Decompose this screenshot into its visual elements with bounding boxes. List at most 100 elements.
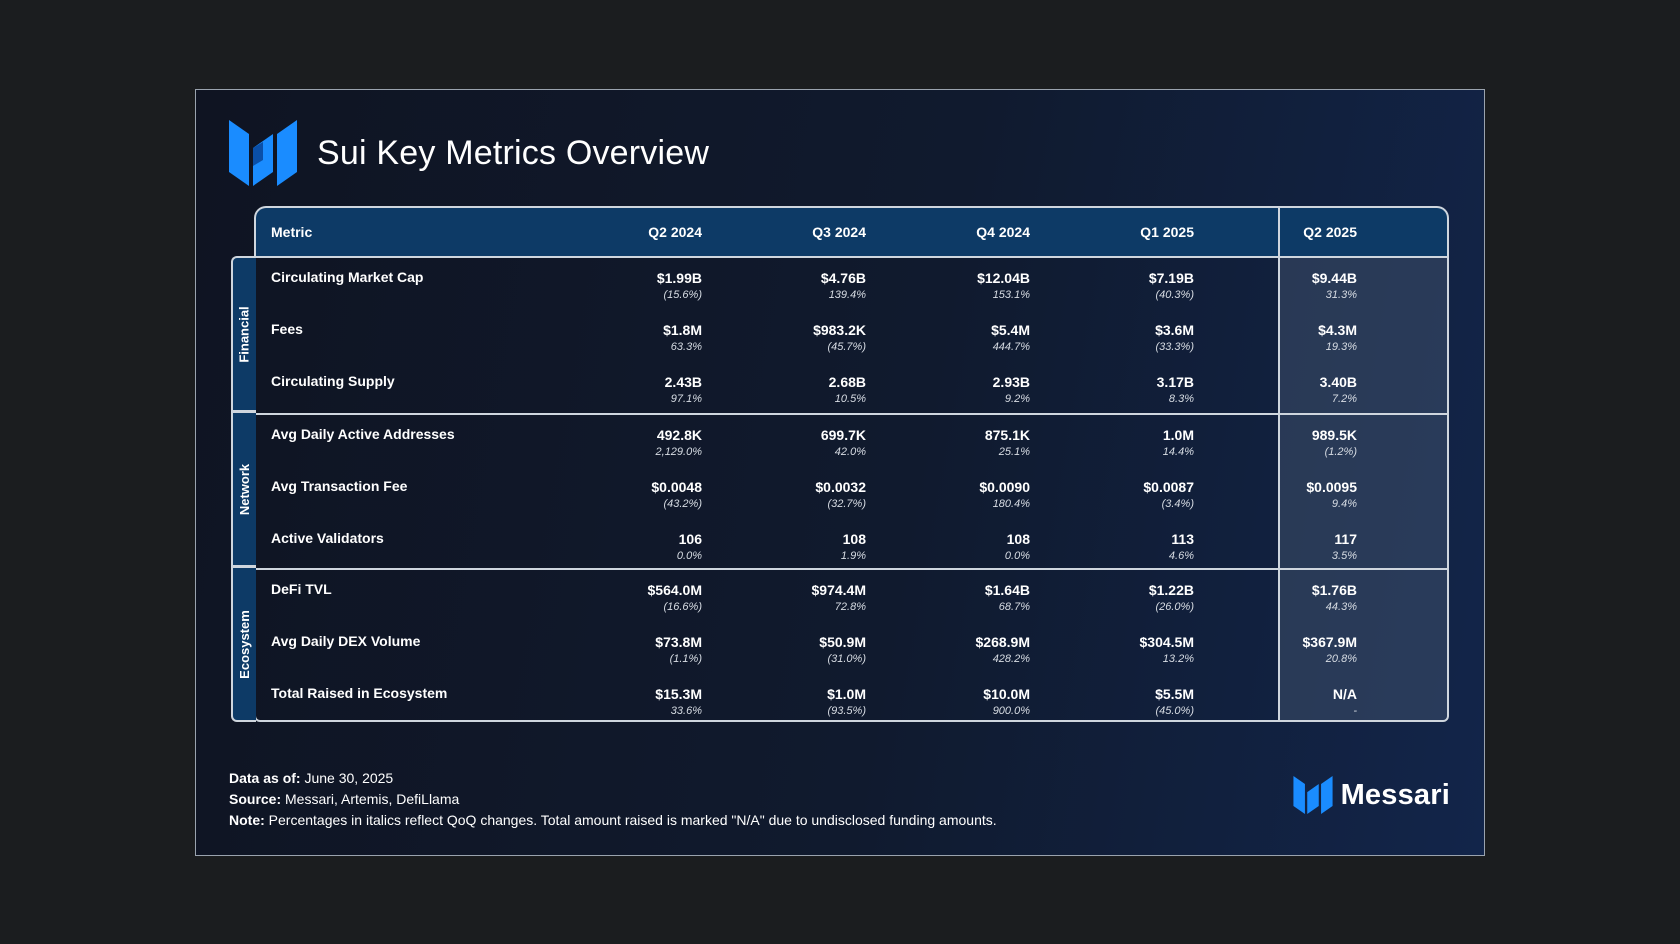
cell-value: $564.0M <box>647 582 702 598</box>
cell-value: $1.8M <box>663 322 702 338</box>
cell-value: $7.19B <box>1148 270 1194 286</box>
cell-value: $0.0095 <box>1306 479 1357 495</box>
cell-value: $0.0090 <box>979 479 1030 495</box>
highlight-column <box>1278 258 1447 720</box>
table-row: Fees $1.8M 63.3% $983.2K (45.7%) $5.4M 444.7% $… <box>256 310 1447 362</box>
cell-value: $50.9M <box>819 634 866 650</box>
cell-value: $1.64B <box>984 582 1030 598</box>
table-cell: $974.4M 72.8% <box>726 581 866 615</box>
table-cell: N/A - <box>1217 685 1357 719</box>
group-label-text: Ecosystem <box>237 609 252 679</box>
cell-value: $0.0087 <box>1143 479 1194 495</box>
table-body: Circulating Market Cap $1.99B (15.6%) $4.76… <box>254 256 1449 722</box>
source-line: Source: Messari, Artemis, DefiLlama <box>229 791 460 807</box>
group-label-network: Network <box>231 411 256 567</box>
group-network: Avg Daily Active Addresses 492.8K 2,129.0%… <box>256 413 1447 568</box>
cell-qoq-change: 42.0% <box>834 446 866 458</box>
table-cell: 108 0.0% <box>890 530 1030 564</box>
cell-qoq-change: 31.3% <box>1325 289 1357 301</box>
table-cell: 2.93B 9.2% <box>890 373 1030 407</box>
cell-value: 2.93B <box>992 374 1030 390</box>
cell-value: $1.0M <box>827 686 866 702</box>
table-cell: 117 3.5% <box>1217 530 1357 564</box>
note-line: Note: Percentages in italics reflect QoQ… <box>229 812 997 828</box>
table-cell: $73.8M (1.1%) <box>562 633 702 667</box>
cell-qoq-change: (1.1%) <box>669 653 702 665</box>
cell-qoq-change: 13.2% <box>1162 653 1194 665</box>
cell-value: 492.8K <box>656 427 702 443</box>
table-cell: $4.76B 139.4% <box>726 269 866 303</box>
table-header: Metric Q2 2024 Q3 2024 Q4 2024 Q1 2025 Q… <box>254 206 1449 256</box>
cell-value: $367.9M <box>1302 634 1357 650</box>
table-cell: $304.5M 13.2% <box>1054 633 1194 667</box>
cell-qoq-change: 0.0% <box>1004 550 1030 562</box>
messari-brand-icon <box>1293 776 1333 814</box>
cell-value: $5.4M <box>991 322 1030 338</box>
cell-qoq-change: 72.8% <box>834 601 866 613</box>
cell-value: $3.6M <box>1155 322 1194 338</box>
cell-value: $0.0032 <box>815 479 866 495</box>
data-as-of: Data as of: June 30, 2025 <box>229 770 394 786</box>
cell-value: 875.1K <box>984 427 1030 443</box>
messari-logo-icon <box>229 120 297 186</box>
table-cell: 2.43B 97.1% <box>562 373 702 407</box>
table-cell: $7.19B (40.3%) <box>1054 269 1194 303</box>
cell-value: 2.68B <box>828 374 866 390</box>
cell-qoq-change: 139.4% <box>828 289 866 301</box>
group-label-text: Network <box>237 463 253 515</box>
cell-value: $1.76B <box>1311 582 1357 598</box>
cell-qoq-change: 68.7% <box>998 601 1030 613</box>
metrics-table: Metric Q2 2024 Q3 2024 Q4 2024 Q1 2025 Q… <box>231 206 1449 722</box>
table-cell: $564.0M (16.6%) <box>562 581 702 615</box>
cell-qoq-change: 14.4% <box>1162 446 1194 458</box>
table-cell: $1.64B 68.7% <box>890 581 1030 615</box>
table-cell: $50.9M (31.0%) <box>726 633 866 667</box>
cell-qoq-change: 63.3% <box>670 341 702 353</box>
cell-value: $10.0M <box>983 686 1030 702</box>
metric-name: Circulating Market Cap <box>271 269 424 285</box>
column-header-q3-2024: Q3 2024 <box>812 224 866 240</box>
table-cell: 492.8K 2,129.0% <box>562 426 702 460</box>
cell-qoq-change: 7.2% <box>1331 393 1357 405</box>
cell-qoq-change: (26.0%) <box>1155 601 1194 613</box>
table-cell: $1.76B 44.3% <box>1217 581 1357 615</box>
cell-qoq-change: (31.0%) <box>827 653 866 665</box>
column-header-q1-2025: Q1 2025 <box>1140 224 1194 240</box>
group-label-financial: Financial <box>231 256 256 412</box>
cell-value: $5.5M <box>1155 686 1194 702</box>
cell-value: 3.40B <box>1319 374 1357 390</box>
table-cell: $0.0090 180.4% <box>890 478 1030 512</box>
cell-value: 1.0M <box>1162 427 1194 443</box>
cell-value: $9.44B <box>1311 270 1357 286</box>
table-cell: 3.17B 8.3% <box>1054 373 1194 407</box>
header: Sui Key Metrics Overview <box>229 119 709 187</box>
table-cell: $10.0M 900.0% <box>890 685 1030 719</box>
table-cell: $4.3M 19.3% <box>1217 321 1357 355</box>
table-cell: 1.0M 14.4% <box>1054 426 1194 460</box>
column-header-q4-2024: Q4 2024 <box>976 224 1030 240</box>
metric-name: Active Validators <box>271 530 384 546</box>
metric-name: Total Raised in Ecosystem <box>271 685 448 701</box>
table-cell: $1.22B (26.0%) <box>1054 581 1194 615</box>
cell-qoq-change: 0.0% <box>676 550 702 562</box>
table-cell: $983.2K (45.7%) <box>726 321 866 355</box>
table-cell: $1.99B (15.6%) <box>562 269 702 303</box>
cell-qoq-change: (3.4%) <box>1161 498 1194 510</box>
cell-qoq-change: (16.6%) <box>663 601 702 613</box>
cell-qoq-change: (32.7%) <box>827 498 866 510</box>
table-cell: 113 4.6% <box>1054 530 1194 564</box>
column-header-metric: Metric <box>271 224 313 240</box>
table-row: Active Validators 106 0.0% 108 1.9% 108 0.0% 11… <box>256 519 1447 571</box>
metrics-card: Sui Key Metrics Overview Metric Q2 2024 … <box>195 89 1485 856</box>
cell-qoq-change: 2,129.0% <box>655 446 702 458</box>
cell-value: $12.04B <box>977 270 1030 286</box>
cell-qoq-change: 33.6% <box>670 705 702 717</box>
cell-qoq-change: (93.5%) <box>827 705 866 717</box>
metric-name: Fees <box>271 321 303 337</box>
cell-qoq-change: 180.4% <box>992 498 1030 510</box>
cell-qoq-change: (43.2%) <box>663 498 702 510</box>
cell-qoq-change: 900.0% <box>992 705 1030 717</box>
table-row: Avg Daily Active Addresses 492.8K 2,129.0%… <box>256 415 1447 467</box>
cell-value: 113 <box>1171 531 1194 547</box>
cell-value: $1.22B <box>1148 582 1194 598</box>
